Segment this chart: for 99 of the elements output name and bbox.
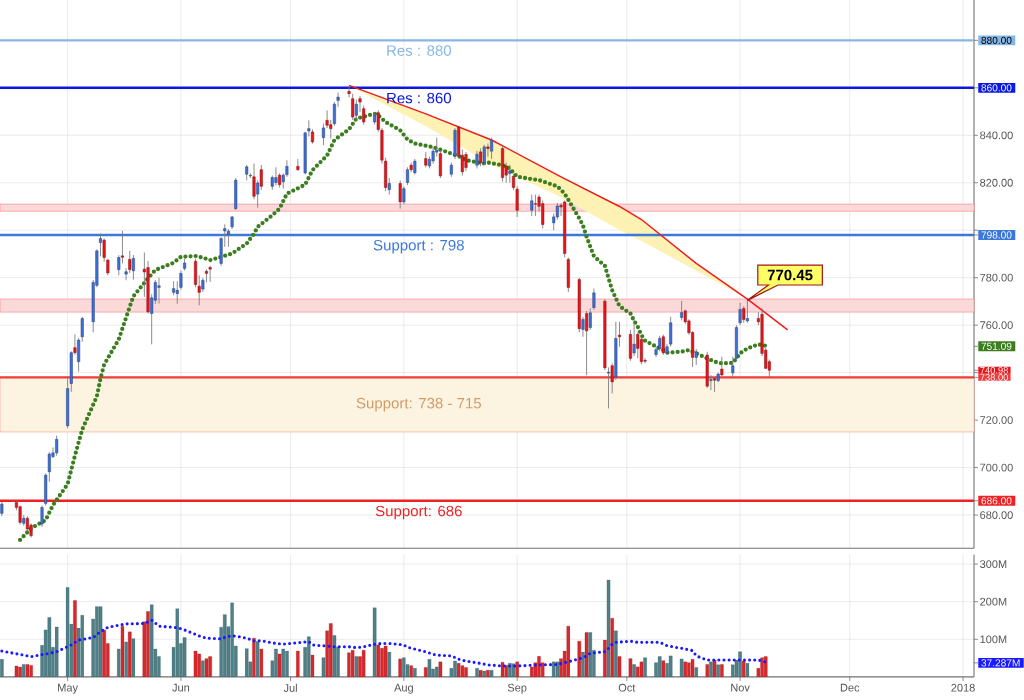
y-tick-label: 820.00 (980, 178, 1013, 187)
bar (47, 617, 52, 677)
candlestick (208, 265, 212, 283)
bar (102, 629, 106, 677)
bar (643, 657, 647, 677)
y-tick-label: 700.00 (980, 463, 1013, 472)
bar (731, 664, 735, 677)
bar (398, 658, 402, 677)
candlestick (351, 93, 355, 121)
y-tick-label: 300M (980, 560, 1007, 568)
bar (614, 630, 618, 677)
y-tick-label: 100M (980, 635, 1007, 644)
candlestick (157, 277, 161, 304)
candlestick (204, 268, 209, 283)
candlestick (40, 505, 44, 528)
bar (193, 650, 198, 677)
x-tick-label: Sep (507, 683, 527, 694)
candlestick (398, 179, 402, 210)
bar (716, 664, 720, 677)
candlestick (680, 300, 684, 321)
bar (73, 600, 77, 677)
bar (478, 669, 483, 677)
band-label: Support: 738 - 715 (356, 397, 481, 412)
bar (0, 659, 4, 677)
candlestick (731, 356, 735, 378)
bar (588, 632, 593, 677)
bar (657, 656, 662, 677)
bar (738, 651, 742, 677)
x-tick-label: Nov (731, 683, 750, 692)
y-tick-label: 740.98 (980, 367, 1008, 374)
candlestick (607, 366, 611, 409)
y-tick-label: 860.00 (981, 84, 1012, 92)
candlestick (120, 230, 124, 264)
candlestick (490, 137, 494, 160)
bar (438, 661, 443, 677)
bar (274, 648, 278, 677)
candlestick (632, 319, 636, 357)
y-tick-label: 680.00 (980, 511, 1013, 519)
candlestick (55, 435, 59, 457)
candlestick (80, 316, 84, 343)
candlestick (77, 337, 81, 373)
bar (98, 606, 103, 677)
y-tick-label: 880.00 (981, 36, 1012, 44)
annotation: 770.45 (767, 269, 813, 281)
ref-line-label: Res : 880 (387, 45, 452, 56)
y-tick-label: 780.00 (980, 273, 1013, 282)
x-tick-label: Jun (172, 683, 190, 692)
candlestick (131, 254, 135, 281)
bar (683, 661, 688, 677)
y-tick-label: 798.00 (981, 231, 1012, 239)
ref-line-label: Res : 860 (387, 92, 452, 104)
bar (387, 651, 392, 677)
bar (632, 664, 636, 677)
candlestick (508, 164, 512, 184)
candlestick (709, 374, 713, 391)
bar (182, 637, 187, 677)
bar (197, 653, 201, 677)
candlestick (354, 99, 358, 122)
y-tick-label: 760.00 (980, 321, 1013, 330)
bar (617, 656, 622, 677)
bar (383, 645, 388, 677)
ref-line-label: Support: 686 (375, 505, 462, 520)
y-tick-label: 37.287M (981, 659, 1020, 667)
x-tick-label: Aug (394, 683, 413, 694)
candlestick (464, 151, 468, 172)
bar (763, 656, 768, 677)
bar (427, 659, 432, 677)
bar (464, 667, 468, 677)
x-tick-label: 2018 (951, 683, 975, 692)
y-tick-label: 200M (980, 597, 1007, 606)
y-tick-label: 840.00 (980, 131, 1013, 140)
bar (18, 666, 22, 677)
bar (413, 668, 417, 677)
bar (208, 656, 212, 677)
y-tick-label: 738.00 (980, 374, 1008, 381)
x-tick-label: Dec (840, 683, 860, 692)
candlestick (296, 158, 300, 172)
candlestick (738, 302, 742, 326)
candlestick (592, 288, 596, 311)
candlestick (713, 376, 717, 393)
candlestick (585, 310, 589, 376)
bar (712, 659, 717, 677)
bar (332, 635, 337, 677)
bar (482, 670, 487, 677)
x-tick-label: May (58, 683, 78, 694)
y-tick-label: 686.00 (981, 497, 1012, 505)
x-tick-label: Oct (618, 683, 636, 692)
bar (328, 623, 333, 677)
candlestick (274, 166, 278, 186)
y-tick-label: 720.00 (980, 416, 1013, 424)
candlestick (530, 194, 534, 217)
bar (453, 660, 457, 677)
y-tick-label: 751.09 (981, 342, 1012, 350)
candlestick (533, 194, 537, 217)
x-tick-label: Jul (283, 683, 297, 692)
candlestick (486, 143, 490, 158)
candlestick (639, 336, 643, 365)
candlestick (617, 321, 621, 348)
ref-line-label: Support : 798 (373, 239, 464, 254)
